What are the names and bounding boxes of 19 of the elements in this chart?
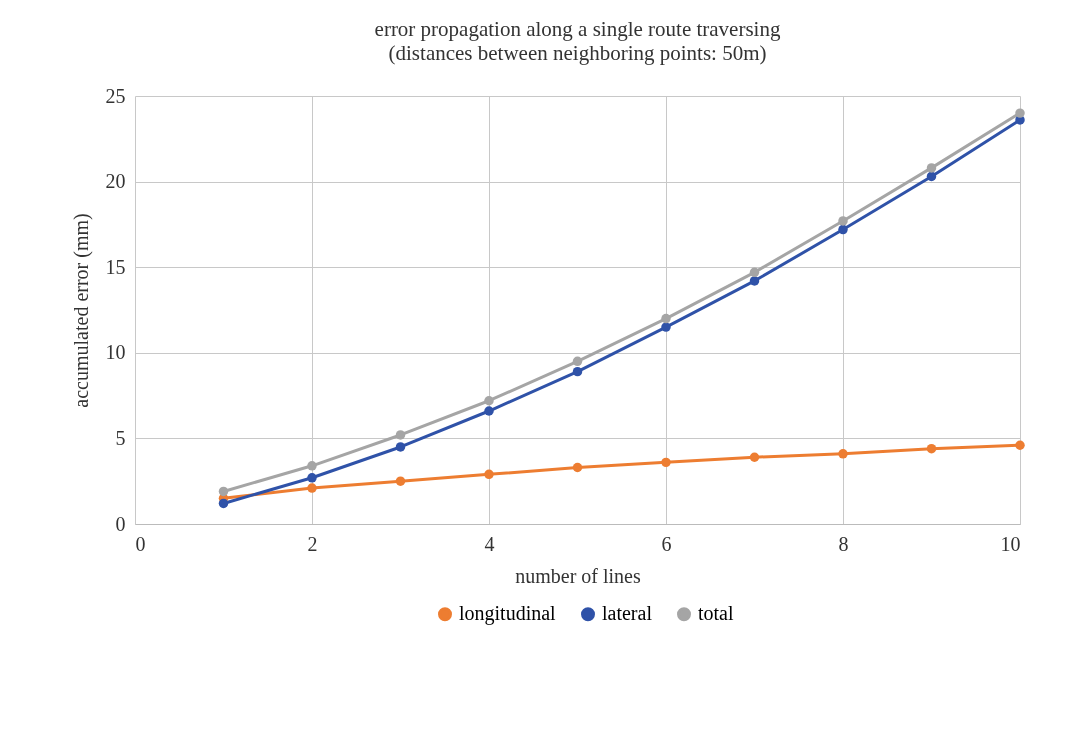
x-tick-label: 6 (661, 532, 672, 555)
x-tick-label: 10 (1000, 532, 1021, 555)
legend-label: longitudinal (459, 602, 557, 626)
x-tick-label: 4 (484, 532, 495, 555)
y-tick-label: 25 (105, 84, 126, 107)
y-tick-label: 15 (105, 255, 126, 278)
chart-subtitle: (distances between neighboring points: 50m) (388, 41, 767, 65)
legend-label: lateral (602, 602, 653, 625)
x-axis-title: number of lines (515, 564, 641, 587)
x-tick-label: 0 (135, 532, 146, 555)
chart-title: error propagation along a single route traversing (374, 17, 781, 41)
y-tick-label: 0 (115, 512, 126, 535)
y-tick-label: 5 (115, 426, 126, 449)
x-tick-label: 8 (838, 532, 849, 555)
legend-label: total (698, 602, 734, 625)
y-tick-label: 20 (105, 170, 126, 193)
x-tick-label: 2 (307, 532, 318, 555)
y-axis-title: accumulated error (mm) (69, 213, 93, 408)
y-tick-label: 10 (105, 341, 126, 364)
